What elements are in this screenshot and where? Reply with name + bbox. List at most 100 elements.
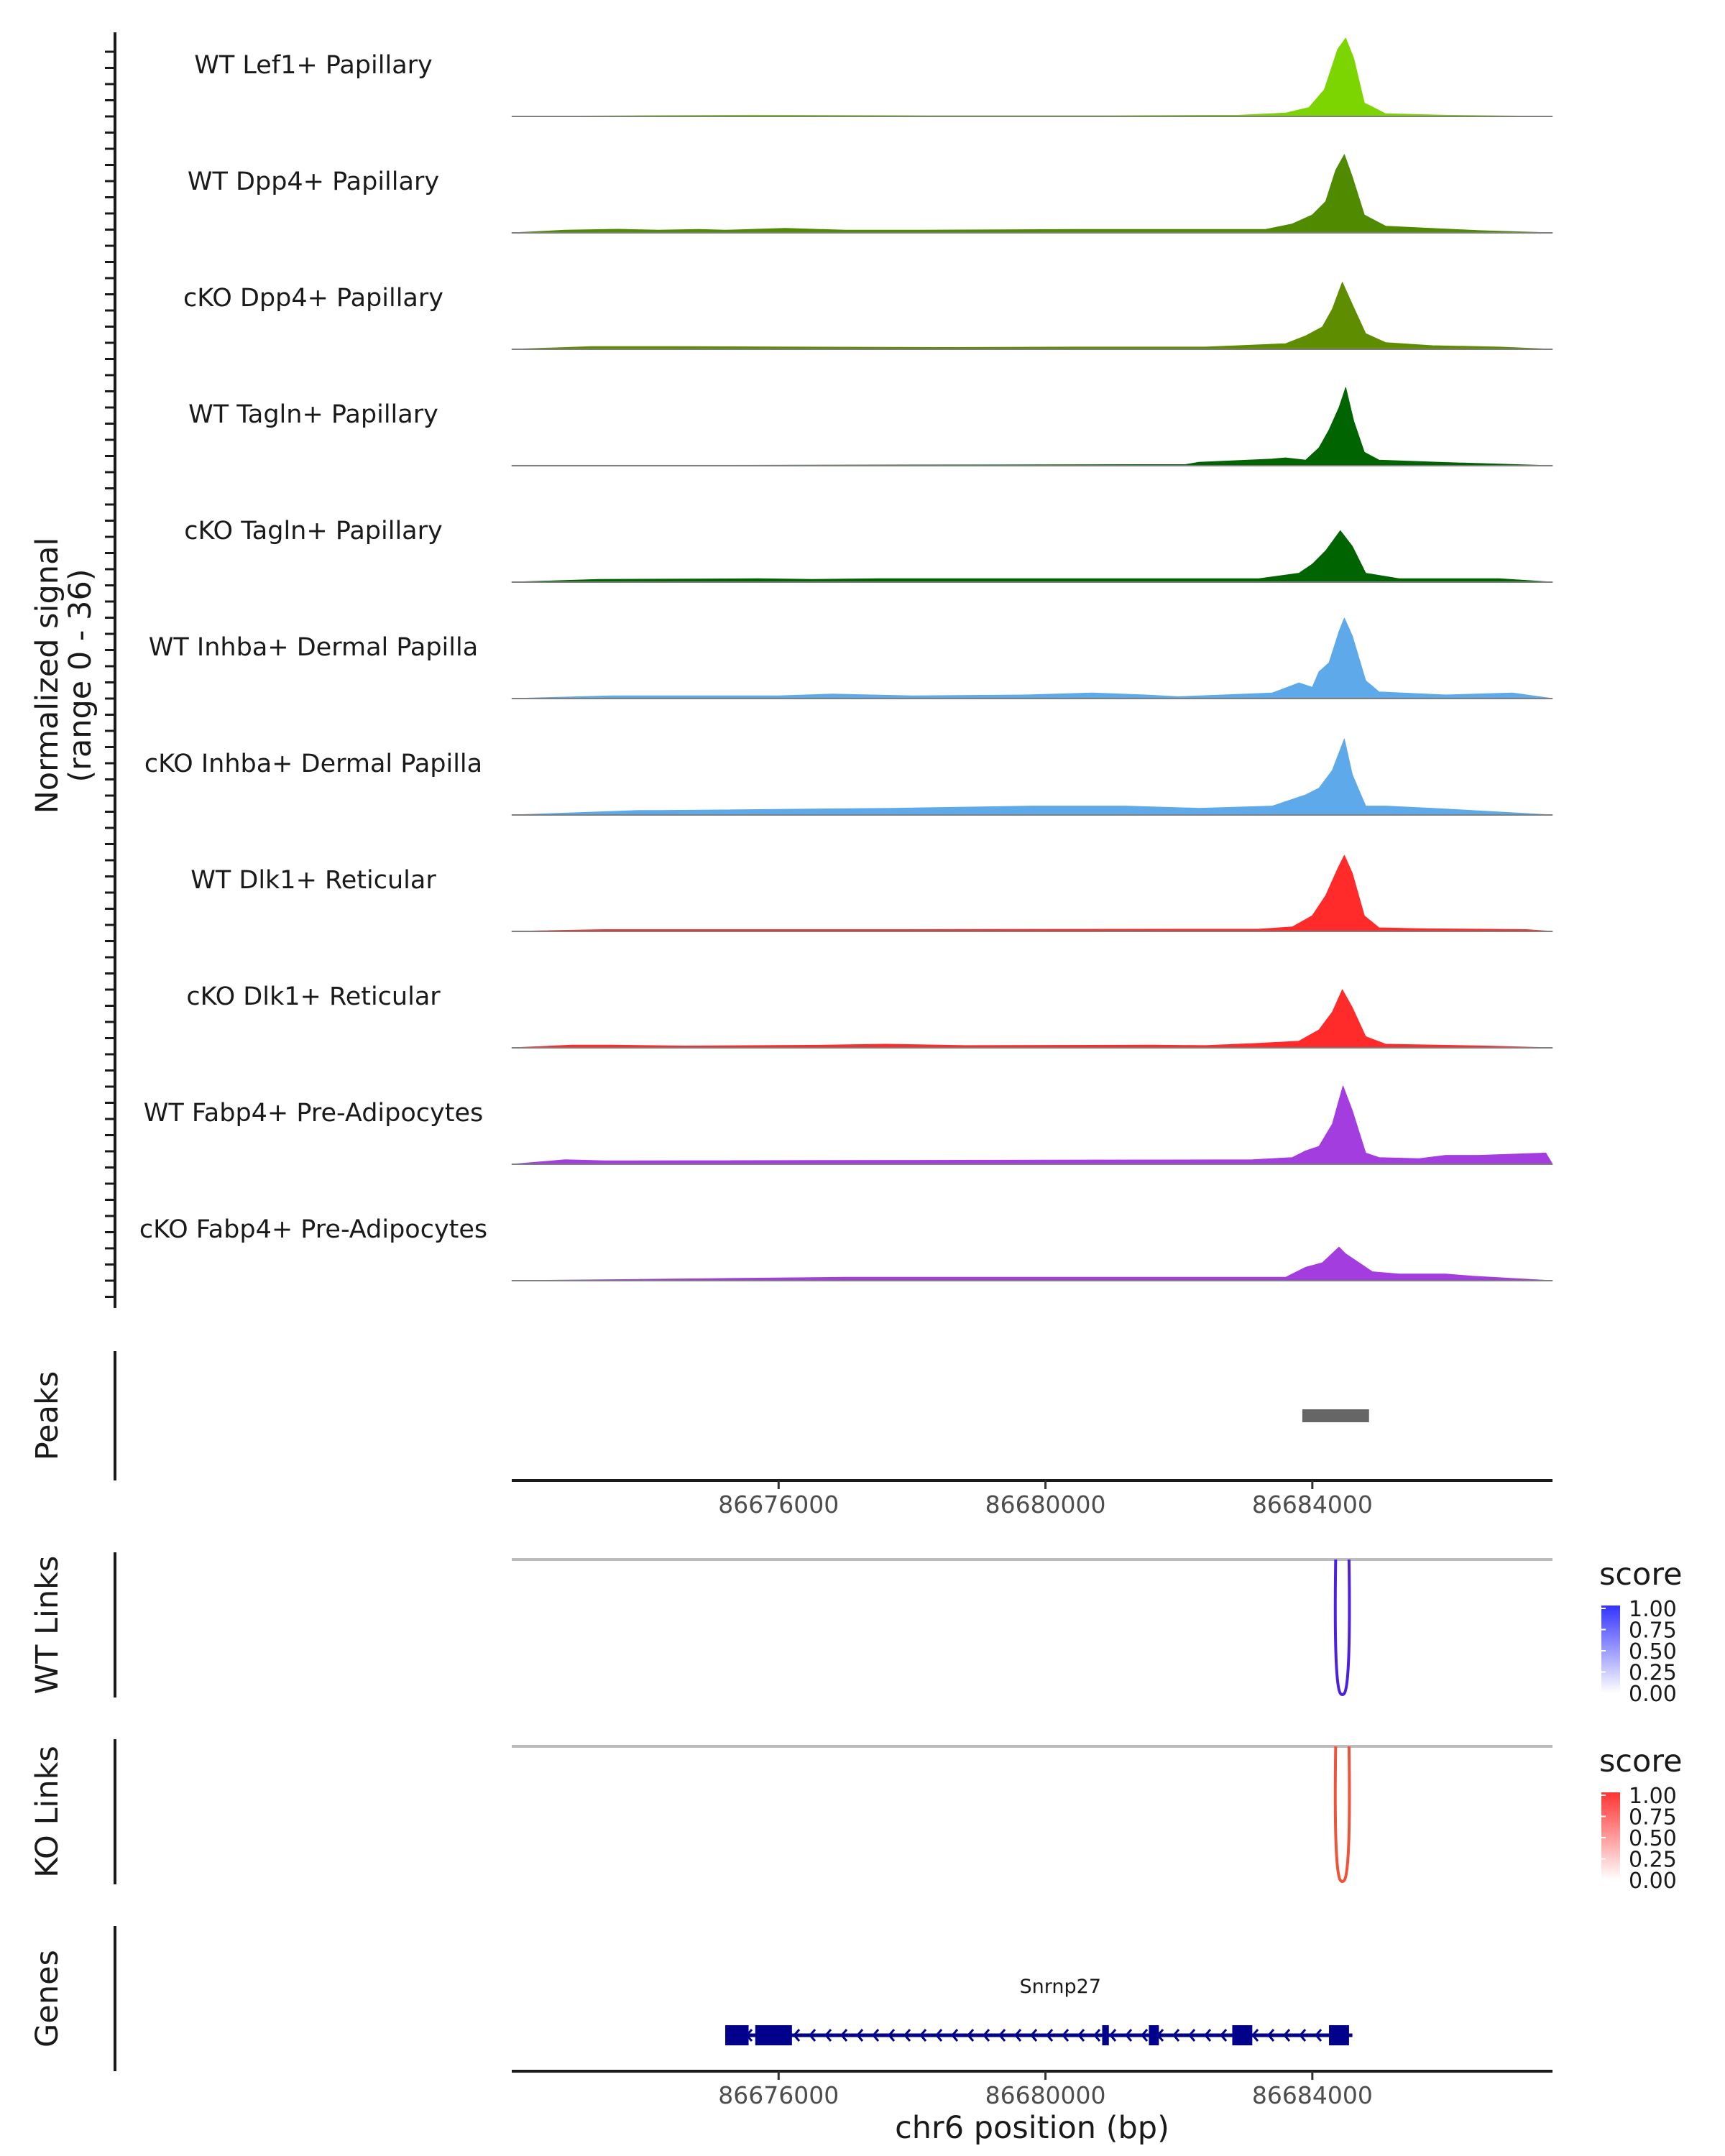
strand-arrow-icon — [1299, 2029, 1307, 2042]
coverage-track: cKO Fabp4+ Pre-Adipocytes — [139, 1215, 1553, 1281]
track-label: WT Dlk1+ Reticular — [190, 866, 436, 895]
ko-link-arc — [1333, 1746, 1351, 1884]
gene-exon — [1232, 2025, 1253, 2045]
coverage-area — [511, 989, 1553, 1049]
signal-y-label-line2: (range 0 - 36) — [63, 568, 98, 782]
track-label: cKO Tagln+ Papillary — [184, 517, 443, 545]
legend-tick-label: 0.50 — [1629, 1639, 1677, 1664]
wt-legend-title: score — [1599, 1557, 1683, 1593]
strand-arrow-icon — [903, 2029, 911, 2042]
strand-arrow-icon — [1172, 2029, 1180, 2042]
legend-tick-label: 1.00 — [1629, 1597, 1677, 1622]
gene-exon — [1329, 2025, 1349, 2045]
genes-label: Genes — [29, 1950, 65, 2047]
strand-arrow-icon — [1014, 2029, 1022, 2042]
wt-links-label: WT Links — [29, 1556, 65, 1695]
wt-legend-ticks: 1.000.750.500.250.00 — [1601, 1597, 1677, 1707]
coverage-track: cKO Dlk1+ Reticular — [186, 982, 1553, 1049]
legend-tick-label: 0.25 — [1629, 1661, 1677, 1686]
track-label: WT Dpp4+ Papillary — [188, 167, 439, 196]
gene-exon — [755, 2025, 792, 2045]
gene-exon — [725, 2025, 749, 2045]
track-label: WT Fabp4+ Pre-Adipocytes — [144, 1099, 483, 1128]
track-label: WT Inhba+ Dermal Papilla — [149, 633, 478, 662]
strand-arrow-icon — [919, 2029, 927, 2042]
genes-x-ticks: 86676000 86680000 86684000 — [718, 2071, 1373, 2109]
ko-legend-ticks: 1.000.750.500.250.00 — [1601, 1784, 1677, 1894]
strand-arrow-icon — [935, 2029, 943, 2042]
wt-links-panel: WT Links — [29, 1552, 1552, 1697]
coverage-track: cKO Tagln+ Papillary — [184, 517, 1553, 583]
coverage-track: WT Fabp4+ Pre-Adipocytes — [144, 1085, 1553, 1165]
coverage-tracks: WT Lef1+ Papillary WT Dpp4+ Papillary cKO … — [139, 37, 1553, 1281]
track-label: cKO Dlk1+ Reticular — [186, 982, 441, 1011]
ko-legend-title: score — [1599, 1743, 1683, 1779]
strand-arrow-icon — [951, 2029, 959, 2042]
track-label: cKO Inhba+ Dermal Papilla — [144, 750, 482, 778]
legend-tick-label: 0.00 — [1629, 1682, 1677, 1707]
track-label: WT Tagln+ Papillary — [188, 400, 438, 429]
x-tick-label: 86676000 — [718, 1491, 839, 1519]
signal-y-axis: Normalized signal (range 0 - 36) — [29, 32, 116, 1308]
strand-arrow-icon — [1267, 2029, 1275, 2042]
x-tick-label: 86676000 — [718, 2081, 839, 2109]
ko-links-label: KO Links — [29, 1746, 65, 1878]
strand-arrow-icon — [967, 2029, 975, 2042]
coverage-track: cKO Dpp4+ Papillary — [183, 282, 1553, 350]
coverage-area — [511, 530, 1553, 583]
ko-legend-colorbar — [1601, 1792, 1620, 1880]
strand-arrow-icon — [1283, 2029, 1291, 2042]
coverage-area — [511, 282, 1553, 350]
strand-arrow-icon — [824, 2029, 832, 2042]
strand-arrow-icon — [1220, 2029, 1228, 2042]
genes-panel: Genes Snrnp27 86676000 86680000 86684000 c… — [29, 1926, 1552, 2146]
legend-tick-label: 1.00 — [1629, 1784, 1677, 1809]
wt-legend-colorbar — [1601, 1606, 1620, 1693]
legend-tick-label: 0.25 — [1629, 1848, 1677, 1873]
track-label: cKO Fabp4+ Pre-Adipocytes — [139, 1215, 487, 1244]
x-axis-title: chr6 position (bp) — [895, 2110, 1169, 2146]
legend-tick-label: 0.50 — [1629, 1826, 1677, 1851]
coverage-area — [511, 854, 1553, 932]
strand-arrow-icon — [1251, 2029, 1259, 2042]
strand-arrow-icon — [1188, 2029, 1196, 2042]
strand-arrow-icon — [1141, 2029, 1149, 2042]
strand-arrow-icon — [1204, 2029, 1212, 2042]
gene-name-label: Snrnp27 — [1020, 1976, 1101, 1998]
strand-arrow-icon — [1109, 2029, 1117, 2042]
track-label: WT Lef1+ Papillary — [194, 51, 433, 80]
legend-tick-label: 0.00 — [1629, 1869, 1677, 1894]
peaks-x-ticks: 86676000 86680000 86684000 — [718, 1480, 1373, 1519]
coverage-track: WT Tagln+ Papillary — [188, 387, 1553, 466]
strand-arrow-icon — [840, 2029, 848, 2042]
strand-arrow-icon — [809, 2029, 816, 2042]
strand-arrow-icon — [1062, 2029, 1070, 2042]
strand-arrow-icon — [1046, 2029, 1054, 2042]
peak-bars — [1302, 1409, 1369, 1422]
x-tick-label: 86680000 — [985, 2081, 1106, 2109]
coverage-track: cKO Inhba+ Dermal Papilla — [144, 738, 1553, 816]
coverage-track: WT Dpp4+ Papillary — [188, 154, 1553, 234]
peaks-label: Peaks — [29, 1371, 65, 1461]
coverage-track: WT Lef1+ Papillary — [194, 37, 1553, 117]
x-tick-label: 86684000 — [1252, 2081, 1373, 2109]
coverage-area — [511, 738, 1553, 816]
coverage-track: WT Inhba+ Dermal Papilla — [149, 617, 1553, 699]
peaks-panel: Peaks 86676000 86680000 86684000 — [29, 1351, 1552, 1519]
gene-exon — [1102, 2025, 1109, 2045]
peak-bar — [1302, 1409, 1369, 1422]
coverage-area — [511, 1246, 1553, 1281]
strand-arrow-icon — [1093, 2029, 1101, 2042]
coverage-area — [511, 617, 1553, 699]
strand-arrow-icon — [872, 2029, 880, 2042]
signal-y-ticks — [105, 50, 115, 1298]
wt-link-arc — [1333, 1559, 1351, 1697]
coverage-area — [511, 387, 1553, 466]
x-tick-label: 86684000 — [1252, 1491, 1373, 1519]
strand-arrow-icon — [998, 2029, 1006, 2042]
track-label: cKO Dpp4+ Papillary — [183, 284, 443, 313]
coverage-area — [511, 154, 1553, 234]
strand-arrow-icon — [1030, 2029, 1038, 2042]
ko-links-panel: KO Links — [29, 1739, 1552, 1884]
strand-arrow-icon — [983, 2029, 990, 2042]
